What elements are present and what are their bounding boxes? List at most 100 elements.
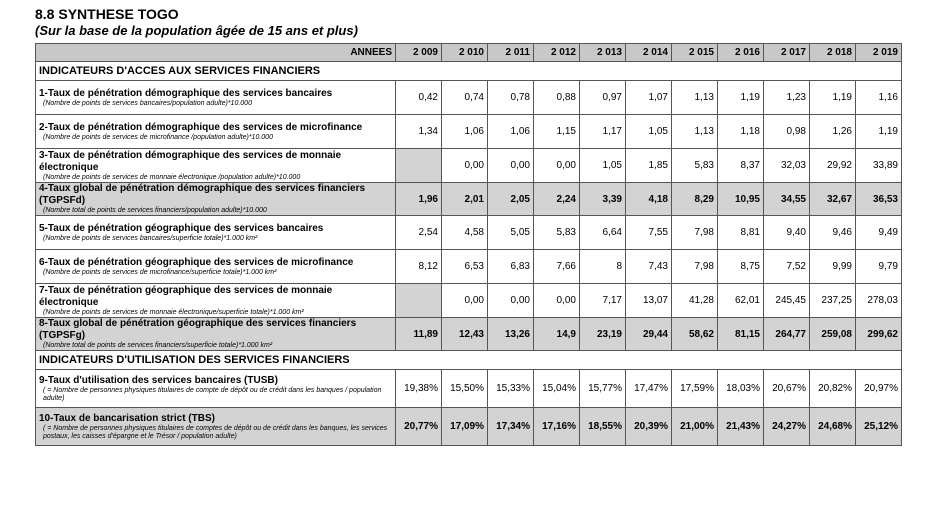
value-cell: 13,26 xyxy=(487,317,534,351)
value-cell: 15,77% xyxy=(579,369,626,408)
indicator-cell: 1-Taux de pénétration démographique des … xyxy=(35,80,396,115)
value-cell: 5,83 xyxy=(533,215,580,250)
value-cell: 1,06 xyxy=(487,114,534,149)
value-cell: 62,01 xyxy=(717,283,764,318)
value-cell: 3,39 xyxy=(579,182,626,216)
value-cell: 32,03 xyxy=(763,148,810,183)
value-cell: 21,00% xyxy=(671,407,718,446)
indicator-note: (Nombre de points de services de monnaie… xyxy=(43,173,301,181)
value-cell: 7,17 xyxy=(579,283,626,318)
empty-cell xyxy=(395,148,442,183)
value-cell: 9,49 xyxy=(855,215,902,250)
value-cell: 12,43 xyxy=(441,317,488,351)
indicator-row: 4-Taux global de pénétration démographiq… xyxy=(35,182,902,216)
year-header: 2 009 xyxy=(395,43,442,62)
value-cell: 20,39% xyxy=(625,407,672,446)
value-cell: 6,83 xyxy=(487,249,534,284)
value-cell: 2,01 xyxy=(441,182,488,216)
value-cell: 0,88 xyxy=(533,80,580,115)
indicator-row: 6-Taux de pénétration géographique des s… xyxy=(35,249,902,284)
indicator-row: 9-Taux d'utilisation des services bancai… xyxy=(35,369,902,408)
value-cell: 19,38% xyxy=(395,369,442,408)
value-cell: 2,24 xyxy=(533,182,580,216)
section-title: INDICATEURS D'UTILISATION DES SERVICES F… xyxy=(35,350,902,370)
value-cell: 7,98 xyxy=(671,249,718,284)
value-cell: 15,04% xyxy=(533,369,580,408)
value-cell: 17,34% xyxy=(487,407,534,446)
indicator-note: (Nombre de points de services de microfi… xyxy=(43,268,277,276)
value-cell: 1,96 xyxy=(395,182,442,216)
value-cell: 18,55% xyxy=(579,407,626,446)
value-cell: 1,13 xyxy=(671,80,718,115)
value-cell: 0,00 xyxy=(533,283,580,318)
value-cell: 0,42 xyxy=(395,80,442,115)
value-cell: 20,82% xyxy=(809,369,856,408)
year-header: 2 018 xyxy=(809,43,856,62)
year-header: 2 014 xyxy=(625,43,672,62)
value-cell: 8,37 xyxy=(717,148,764,183)
value-cell: 0,00 xyxy=(441,283,488,318)
value-cell: 41,28 xyxy=(671,283,718,318)
value-cell: 9,46 xyxy=(809,215,856,250)
indicator-label: 7-Taux de pénétration géographique des s… xyxy=(39,284,333,308)
value-cell: 18,03% xyxy=(717,369,764,408)
value-cell: 34,55 xyxy=(763,182,810,216)
value-cell: 29,44 xyxy=(625,317,672,351)
value-cell: 259,08 xyxy=(809,317,856,351)
year-header: 2 010 xyxy=(441,43,488,62)
value-cell: 7,43 xyxy=(625,249,672,284)
value-cell: 1,85 xyxy=(625,148,672,183)
value-cell: 58,62 xyxy=(671,317,718,351)
value-cell: 299,62 xyxy=(855,317,902,351)
value-cell: 1,19 xyxy=(717,80,764,115)
value-cell: 1,16 xyxy=(855,80,902,115)
value-cell: 8,75 xyxy=(717,249,764,284)
value-cell: 0,74 xyxy=(441,80,488,115)
value-cell: 1,26 xyxy=(809,114,856,149)
year-header: 2 011 xyxy=(487,43,534,62)
indicator-row: 8-Taux global de pénétration géographiqu… xyxy=(35,317,902,351)
year-header: 2 015 xyxy=(671,43,718,62)
indicator-label: 5-Taux de pénétration géographique des s… xyxy=(39,222,324,234)
value-cell: 24,27% xyxy=(763,407,810,446)
indicator-row: 7-Taux de pénétration géographique des s… xyxy=(35,283,902,318)
value-cell: 4,58 xyxy=(441,215,488,250)
header-label: ANNEES xyxy=(35,43,396,62)
value-cell: 0,78 xyxy=(487,80,534,115)
value-cell: 1,19 xyxy=(809,80,856,115)
indicator-label: 4-Taux global de pénétration démographiq… xyxy=(39,183,366,206)
value-cell: 1,34 xyxy=(395,114,442,149)
indicator-row: 1-Taux de pénétration démographique des … xyxy=(35,80,902,115)
value-cell: 32,67 xyxy=(809,182,856,216)
indicator-note: ( = Nombre de personnes physiques titula… xyxy=(43,386,382,402)
indicator-cell: 9-Taux d'utilisation des services bancai… xyxy=(35,369,396,408)
value-cell: 264,77 xyxy=(763,317,810,351)
value-cell: 20,97% xyxy=(855,369,902,408)
value-cell: 1,17 xyxy=(579,114,626,149)
indicator-note: (Nombre de points de services de microfi… xyxy=(43,133,273,141)
indicator-note: (Nombre total de points de services fina… xyxy=(43,207,267,214)
indicator-label: 6-Taux de pénétration géographique des s… xyxy=(39,256,354,268)
value-cell: 36,53 xyxy=(855,182,902,216)
indicator-label: 1-Taux de pénétration démographique des … xyxy=(39,87,333,99)
value-cell: 0,00 xyxy=(441,148,488,183)
value-cell: 23,19 xyxy=(579,317,626,351)
year-header: 2 013 xyxy=(579,43,626,62)
value-cell: 20,77% xyxy=(395,407,442,446)
value-cell: 11,89 xyxy=(395,317,442,351)
value-cell: 1,18 xyxy=(717,114,764,149)
value-cell: 5,83 xyxy=(671,148,718,183)
value-cell: 9,99 xyxy=(809,249,856,284)
value-cell: 13,07 xyxy=(625,283,672,318)
indicator-label: 3-Taux de pénétration démographique des … xyxy=(39,149,342,173)
indicator-note: (Nombre de points de services bancaires/… xyxy=(43,234,258,242)
value-cell: 4,18 xyxy=(625,182,672,216)
value-cell: 0,00 xyxy=(487,283,534,318)
value-cell: 0,98 xyxy=(763,114,810,149)
indicator-note: (Nombre de points de services de monnaie… xyxy=(43,308,304,316)
value-cell: 17,16% xyxy=(533,407,580,446)
value-cell: 1,19 xyxy=(855,114,902,149)
value-cell: 278,03 xyxy=(855,283,902,318)
value-cell: 237,25 xyxy=(809,283,856,318)
